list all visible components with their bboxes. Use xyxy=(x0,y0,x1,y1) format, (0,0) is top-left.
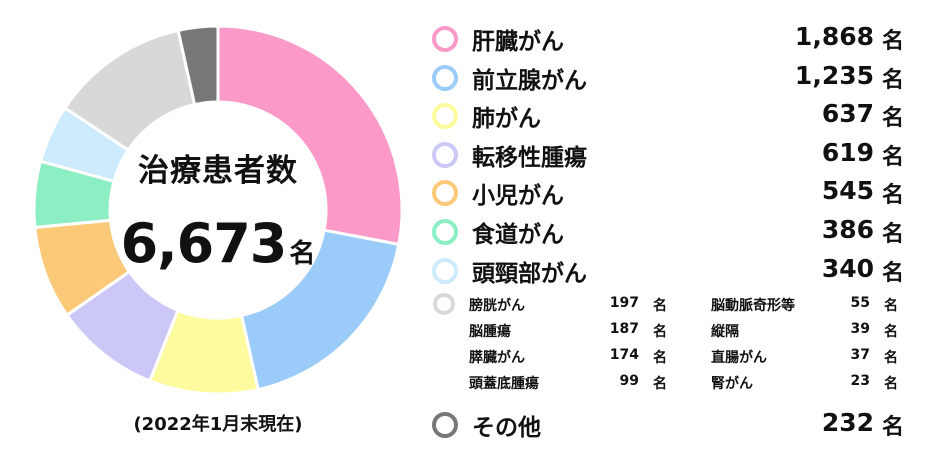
minor-unit: 名 xyxy=(884,298,898,314)
legend-ring-icon xyxy=(432,142,458,168)
legend-ring-icon xyxy=(432,258,458,284)
minor-item: 脳腫瘍 187 名 xyxy=(469,321,667,341)
legend-label: 食道がん xyxy=(472,222,564,248)
total-unit: 名 xyxy=(289,239,316,269)
total-count: 6,673 名 xyxy=(83,212,353,275)
minor-label: 直腸がん xyxy=(711,350,767,366)
legend-label: 前立腺がん xyxy=(472,68,587,94)
legend-row-head-neck: 頭頸部がん 340 名 xyxy=(432,254,904,290)
chart-title: 治療患者数 xyxy=(138,153,298,189)
minor-unit: 名 xyxy=(653,298,667,314)
minor-label: 脳動脈奇形等 xyxy=(711,298,795,314)
minor-value: 39 xyxy=(850,321,870,337)
total-value: 6,673 xyxy=(120,212,288,275)
legend-value: 232 xyxy=(821,408,874,437)
legend-unit: 名 xyxy=(881,145,904,170)
donut-slice-0 xyxy=(216,24,404,247)
minor-unit: 名 xyxy=(653,350,667,366)
minor-value: 99 xyxy=(619,373,639,389)
minor-label: 脳腫瘍 xyxy=(469,324,511,340)
legend-label: 小児がん xyxy=(472,183,564,209)
legend-value: 545 xyxy=(821,176,874,205)
legend-row-lung: 肺がん 637 名 xyxy=(432,99,904,135)
legend-ring-icon xyxy=(432,412,458,438)
legend-ring-icon xyxy=(432,103,458,129)
minor-item: 頭蓋底腫瘍 99 名 xyxy=(469,373,667,393)
legend-value: 619 xyxy=(821,138,874,167)
legend-row-other: その他 232 名 xyxy=(432,408,904,444)
minor-unit: 名 xyxy=(653,324,667,340)
minor-value: 55 xyxy=(850,295,870,311)
legend-unit: 名 xyxy=(881,106,904,131)
legend-row-liver: 肝臓がん 1,868 名 xyxy=(432,22,904,58)
minor-item: 脳動脈奇形等 55 名 xyxy=(711,295,898,315)
legend-value: 386 xyxy=(821,215,874,244)
minor-label: 頭蓋底腫瘍 xyxy=(469,376,539,392)
legend-row-esophageal: 食道がん 386 名 xyxy=(432,215,904,251)
legend-value: 637 xyxy=(821,99,874,128)
minor-label: 腎がん xyxy=(711,376,753,392)
legend-label: その他 xyxy=(472,415,541,441)
legend-row-metastatic: 転移性腫瘍 619 名 xyxy=(432,138,904,174)
legend-unit: 名 xyxy=(881,29,904,54)
minor-unit: 名 xyxy=(653,376,667,392)
legend-row-prostate: 前立腺がん 1,235 名 xyxy=(432,61,904,97)
minor-unit: 名 xyxy=(884,376,898,392)
legend-label: 肺がん xyxy=(472,106,541,132)
legend-label: 転移性腫瘍 xyxy=(472,145,587,171)
donut-slice-8 xyxy=(176,24,220,107)
legend-ring-icon xyxy=(432,26,458,52)
minor-label: 膵臓がん xyxy=(469,350,525,366)
minor-value: 197 xyxy=(609,295,639,311)
donut-chart xyxy=(32,24,404,396)
legend-label: 肝臓がん xyxy=(472,29,564,55)
minor-item: 腎がん 23 名 xyxy=(711,373,898,393)
minor-value: 187 xyxy=(609,321,639,337)
legend-unit: 名 xyxy=(881,415,904,440)
legend-row-pediatric: 小児がん 545 名 xyxy=(432,176,904,212)
minor-value: 37 xyxy=(850,347,870,363)
legend-unit: 名 xyxy=(881,261,904,286)
legend-value: 1,235 xyxy=(794,61,874,90)
legend-ring-icon xyxy=(432,219,458,245)
minor-label: 膀胱がん xyxy=(469,298,525,314)
date-note: (2022年1月末現在) xyxy=(133,414,303,435)
minor-unit: 名 xyxy=(884,324,898,340)
minor-item: 膵臓がん 174 名 xyxy=(469,347,667,367)
legend-label: 頭頸部がん xyxy=(472,261,587,287)
minor-ring-icon xyxy=(433,293,455,315)
minor-item: 膀胱がん 197 名 xyxy=(469,295,667,315)
legend-ring-icon xyxy=(432,180,458,206)
legend-value: 340 xyxy=(821,254,874,283)
legend-unit: 名 xyxy=(881,183,904,208)
legend-value: 1,868 xyxy=(794,22,874,51)
minor-unit: 名 xyxy=(884,350,898,366)
legend-unit: 名 xyxy=(881,222,904,247)
minor-value: 174 xyxy=(609,347,639,363)
minor-label: 縦隔 xyxy=(711,324,739,340)
minor-value: 23 xyxy=(850,373,870,389)
legend-unit: 名 xyxy=(881,68,904,93)
minor-item: 直腸がん 37 名 xyxy=(711,347,898,367)
legend-ring-icon xyxy=(432,65,458,91)
minor-item: 縦隔 39 名 xyxy=(711,321,898,341)
